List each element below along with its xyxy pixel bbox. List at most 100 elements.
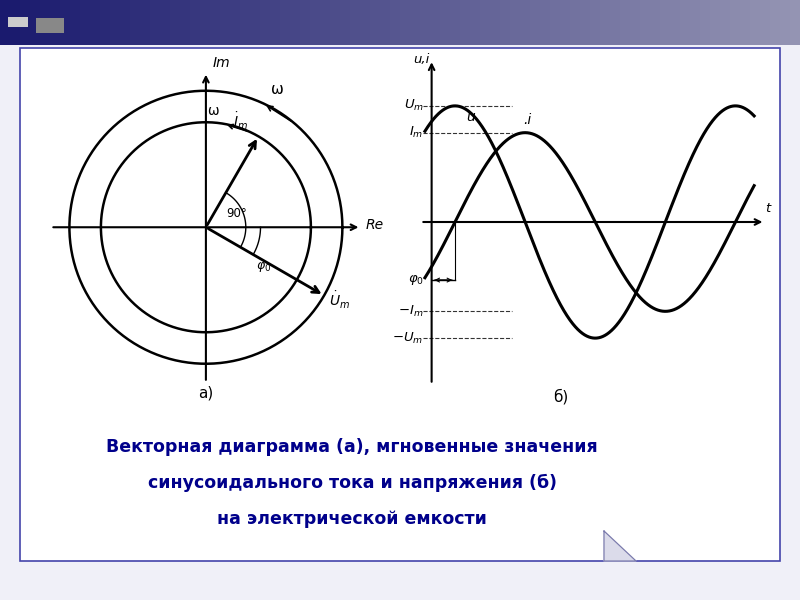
Bar [10,0,20,45]
Bar [0,0,10,45]
Bar [430,0,440,45]
Bar [250,0,260,45]
Bar [100,0,110,45]
Text: а): а) [198,386,214,401]
Bar [690,0,700,45]
Bar [490,0,500,45]
Bar [630,0,640,45]
Bar [300,0,310,45]
Bar [8,16,28,27]
Bar [290,0,300,45]
Polygon shape [604,531,636,561]
Bar [400,0,410,45]
Text: Re: Re [366,218,384,232]
Bar [650,0,660,45]
Text: Im: Im [212,56,230,70]
Text: Векторная диаграмма (а), мгновенные значения: Векторная диаграмма (а), мгновенные знач… [106,438,598,456]
Text: на электрической емкости: на электрической емкости [217,510,487,528]
Text: $\dot{U}_m$: $\dot{U}_m$ [330,290,350,311]
Text: синусоидального тока и напряжения (б): синусоидального тока и напряжения (б) [147,474,557,492]
Bar [390,0,400,45]
Bar [500,0,510,45]
Text: u: u [466,110,475,124]
Bar [560,0,570,45]
Text: ω: ω [207,104,219,118]
Bar [460,0,470,45]
Bar [480,0,490,45]
Bar [350,0,360,45]
Bar [330,0,340,45]
Text: $U_m$: $U_m$ [403,98,423,113]
Bar [60,0,70,45]
Bar [310,0,320,45]
Text: б): б) [553,388,568,404]
Text: u,i: u,i [413,53,430,66]
Bar [760,0,770,45]
Text: $\varphi_0$: $\varphi_0$ [407,273,423,287]
Bar [340,0,350,45]
Bar [190,0,200,45]
Bar [110,0,120,45]
Bar [150,0,160,45]
Text: .i: .i [523,113,531,127]
Bar [530,0,540,45]
Text: $-I_m$: $-I_m$ [398,304,423,319]
Bar [710,0,720,45]
Bar [620,0,630,45]
Bar [750,0,760,45]
Bar [140,0,150,45]
Bar [540,0,550,45]
Bar [770,0,780,45]
Bar [700,0,710,45]
Text: t: t [765,202,770,215]
Bar [610,0,620,45]
Bar [410,0,420,45]
Bar [360,0,370,45]
Bar [270,0,280,45]
Text: $I_m$: $I_m$ [410,125,423,140]
Text: $\dot{I}_m$: $\dot{I}_m$ [233,111,248,132]
Bar [380,0,390,45]
Bar [550,0,560,45]
Bar [80,0,90,45]
Bar [680,0,690,45]
Bar [780,0,790,45]
Bar [180,0,190,45]
Bar [90,0,100,45]
Bar [720,0,730,45]
Bar [20,0,30,45]
Bar [580,0,590,45]
Bar [240,0,250,45]
Bar [670,0,680,45]
Bar [510,0,520,45]
Bar [210,0,220,45]
Text: 90°: 90° [226,207,246,220]
Text: $-U_m$: $-U_m$ [393,331,423,346]
Bar [170,0,180,45]
Bar [30,0,40,45]
Bar [450,0,460,45]
Bar [220,0,230,45]
Text: ω: ω [271,82,284,97]
Bar [730,0,740,45]
Bar [570,0,580,45]
Bar [600,0,610,45]
Bar [740,0,750,45]
Bar [40,0,50,45]
Bar [660,0,670,45]
Bar [640,0,650,45]
Bar [36,19,64,33]
Bar [130,0,140,45]
Bar [370,0,380,45]
Bar [280,0,290,45]
Bar [320,0,330,45]
Bar [590,0,600,45]
Bar [230,0,240,45]
Bar [160,0,170,45]
Bar [520,0,530,45]
Text: $\varphi_0$: $\varphi_0$ [256,260,271,274]
Bar [420,0,430,45]
Bar [470,0,480,45]
FancyBboxPatch shape [20,48,780,561]
Bar [70,0,80,45]
